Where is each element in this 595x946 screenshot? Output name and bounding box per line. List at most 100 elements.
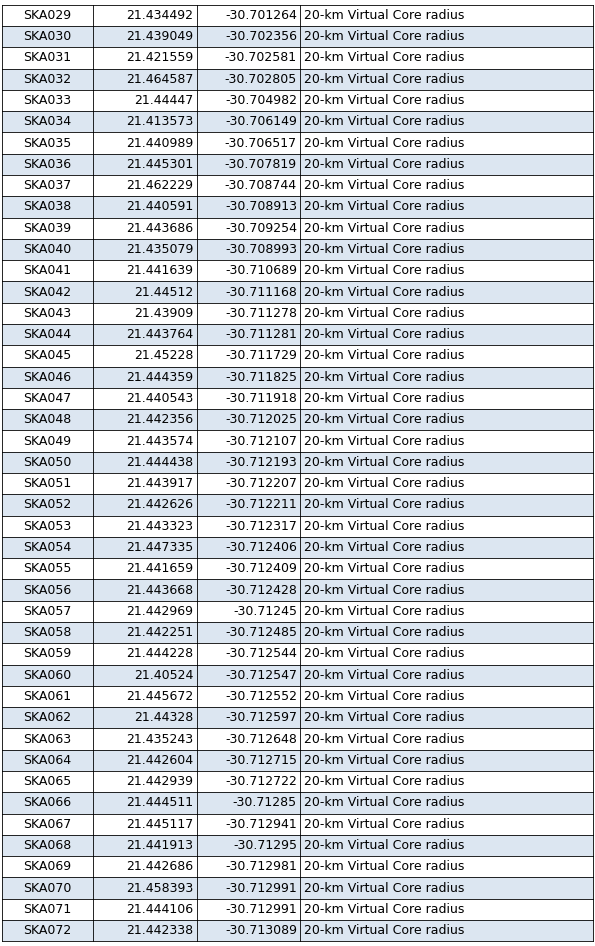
Text: SKA043: SKA043	[24, 307, 71, 320]
Bar	[2, 324, 593, 345]
Text: 21.444106: 21.444106	[126, 902, 193, 916]
Text: 20-km Virtual Core radius: 20-km Virtual Core radius	[304, 30, 465, 44]
Text: SKA046: SKA046	[24, 371, 71, 384]
Bar	[2, 899, 593, 920]
Text: 21.442251: 21.442251	[126, 626, 193, 639]
Text: 20-km Virtual Core radius: 20-km Virtual Core radius	[304, 434, 465, 447]
Text: -30.712991: -30.712991	[225, 902, 297, 916]
Text: -30.708993: -30.708993	[225, 243, 297, 256]
Text: SKA048: SKA048	[23, 413, 72, 427]
Text: 20-km Virtual Core radius: 20-km Virtual Core radius	[304, 604, 465, 618]
Text: -30.702356: -30.702356	[225, 30, 297, 44]
Text: 20-km Virtual Core radius: 20-km Virtual Core radius	[304, 839, 465, 852]
Text: SKA052: SKA052	[23, 499, 72, 512]
Text: -30.712981: -30.712981	[225, 860, 297, 873]
Text: SKA050: SKA050	[23, 456, 72, 469]
Text: 20-km Virtual Core radius: 20-km Virtual Core radius	[304, 817, 465, 831]
Bar	[2, 239, 593, 260]
Bar	[2, 367, 593, 388]
Text: 20-km Virtual Core radius: 20-km Virtual Core radius	[304, 94, 465, 107]
Bar	[2, 90, 593, 112]
Text: -30.712211: -30.712211	[225, 499, 297, 512]
Bar	[2, 920, 593, 941]
Text: SKA030: SKA030	[23, 30, 72, 44]
Text: SKA047: SKA047	[23, 392, 72, 405]
Bar	[2, 814, 593, 834]
Text: 20-km Virtual Core radius: 20-km Virtual Core radius	[304, 902, 465, 916]
Bar	[2, 728, 593, 749]
Bar	[2, 686, 593, 708]
Bar	[2, 175, 593, 197]
Text: 21.440989: 21.440989	[126, 136, 193, 149]
Text: 21.40524: 21.40524	[134, 669, 193, 682]
Text: SKA057: SKA057	[23, 604, 72, 618]
Text: 21.443764: 21.443764	[126, 328, 193, 342]
Text: SKA062: SKA062	[24, 711, 71, 725]
Bar	[2, 622, 593, 643]
Text: -30.711168: -30.711168	[225, 286, 297, 299]
Bar	[2, 69, 593, 90]
Text: SKA031: SKA031	[24, 51, 71, 64]
Text: -30.711729: -30.711729	[225, 349, 297, 362]
Text: -30.71285: -30.71285	[233, 797, 297, 810]
Text: -30.712544: -30.712544	[225, 647, 297, 660]
Text: 20-km Virtual Core radius: 20-km Virtual Core radius	[304, 754, 465, 767]
Text: 21.464587: 21.464587	[126, 73, 193, 86]
Text: 21.44447: 21.44447	[134, 94, 193, 107]
Text: 21.442338: 21.442338	[126, 924, 193, 937]
Text: -30.706517: -30.706517	[225, 136, 297, 149]
Text: SKA041: SKA041	[24, 264, 71, 277]
Text: -30.712485: -30.712485	[225, 626, 297, 639]
Text: 20-km Virtual Core radius: 20-km Virtual Core radius	[304, 541, 465, 554]
Text: SKA060: SKA060	[23, 669, 72, 682]
Text: 21.444511: 21.444511	[126, 797, 193, 810]
Bar	[2, 5, 593, 26]
Text: -30.711278: -30.711278	[225, 307, 297, 320]
Text: -30.712107: -30.712107	[225, 434, 297, 447]
Text: -30.712722: -30.712722	[225, 775, 297, 788]
Text: 20-km Virtual Core radius: 20-km Virtual Core radius	[304, 349, 465, 362]
Text: -30.708913: -30.708913	[225, 201, 297, 214]
Text: -30.712715: -30.712715	[225, 754, 297, 767]
Text: 21.444228: 21.444228	[126, 647, 193, 660]
Bar	[2, 388, 593, 409]
Text: -30.712409: -30.712409	[225, 562, 297, 575]
Bar	[2, 132, 593, 154]
Text: 21.441639: 21.441639	[126, 264, 193, 277]
Bar	[2, 410, 593, 430]
Text: -30.702805: -30.702805	[225, 73, 297, 86]
Text: SKA072: SKA072	[23, 924, 72, 937]
Text: 21.443668: 21.443668	[126, 584, 193, 597]
Text: -30.708744: -30.708744	[225, 179, 297, 192]
Text: 20-km Virtual Core radius: 20-km Virtual Core radius	[304, 924, 465, 937]
Text: 20-km Virtual Core radius: 20-km Virtual Core radius	[304, 456, 465, 469]
Text: 21.443686: 21.443686	[126, 221, 193, 235]
Text: SKA065: SKA065	[23, 775, 72, 788]
Bar	[2, 47, 593, 69]
Text: 20-km Virtual Core radius: 20-km Virtual Core radius	[304, 690, 465, 703]
Text: -30.71245: -30.71245	[233, 604, 297, 618]
Text: 21.442686: 21.442686	[126, 860, 193, 873]
Bar	[2, 771, 593, 792]
Bar	[2, 516, 593, 537]
Text: 21.442969: 21.442969	[126, 604, 193, 618]
Text: SKA066: SKA066	[24, 797, 71, 810]
Text: SKA036: SKA036	[24, 158, 71, 171]
Text: 20-km Virtual Core radius: 20-km Virtual Core radius	[304, 882, 465, 895]
Text: 21.442939: 21.442939	[126, 775, 193, 788]
Text: -30.712193: -30.712193	[225, 456, 297, 469]
Text: 20-km Virtual Core radius: 20-km Virtual Core radius	[304, 584, 465, 597]
Text: 20-km Virtual Core radius: 20-km Virtual Core radius	[304, 519, 465, 533]
Text: SKA063: SKA063	[24, 732, 71, 745]
Text: 21.421559: 21.421559	[126, 51, 193, 64]
Bar	[2, 856, 593, 877]
Text: 20-km Virtual Core radius: 20-km Virtual Core radius	[304, 158, 465, 171]
Text: SKA038: SKA038	[23, 201, 72, 214]
Bar	[2, 643, 593, 664]
Text: -30.702581: -30.702581	[225, 51, 297, 64]
Text: 21.441913: 21.441913	[126, 839, 193, 852]
Text: SKA051: SKA051	[23, 477, 72, 490]
Text: 21.442604: 21.442604	[126, 754, 193, 767]
Text: SKA039: SKA039	[24, 221, 71, 235]
Text: -30.709254: -30.709254	[225, 221, 297, 235]
